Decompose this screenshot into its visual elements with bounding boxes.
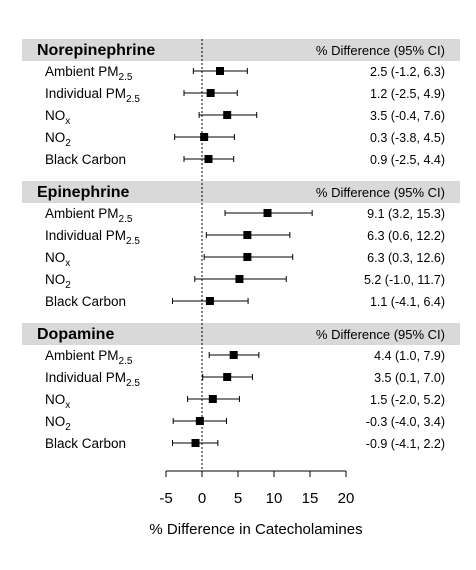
forest-row: Ambient PM2.5 2.5 (-1.2, 6.3) bbox=[45, 64, 445, 83]
estimate-value-label: 0.9 (-2.5, 4.4) bbox=[370, 153, 445, 167]
ci-column-header: % Difference (95% CI) bbox=[316, 185, 445, 200]
estimate-value-label: 1.5 (-2.0, 5.2) bbox=[370, 393, 445, 407]
x-tick-label: -5 bbox=[159, 490, 172, 507]
panel-dopamine: Dopamine % Difference (95% CI) Ambient PM2… bbox=[22, 323, 460, 451]
estimate-value-label: 2.5 (-1.2, 6.3) bbox=[370, 65, 445, 79]
estimate-value-label: 1.1 (-4.1, 6.4) bbox=[370, 295, 445, 309]
estimate-value-label: 1.2 (-2.5, 4.9) bbox=[370, 87, 445, 101]
point-estimate bbox=[195, 417, 204, 425]
estimate-value-label: 0.3 (-3.8, 4.5) bbox=[370, 131, 445, 145]
x-axis-title: % Difference in Catecholamines bbox=[149, 521, 362, 538]
point-estimate bbox=[243, 231, 252, 239]
panel-header-band bbox=[22, 323, 460, 345]
estimate-value-label: -0.3 (-4.0, 3.4) bbox=[366, 415, 445, 429]
point-estimate bbox=[263, 209, 272, 217]
x-tick-label: 10 bbox=[266, 490, 283, 507]
point-estimate bbox=[191, 439, 200, 447]
panel-norepinephrine: Norepinephrine % Difference (95% CI) Ambie… bbox=[22, 39, 460, 167]
forest-row: Ambient PM2.5 9.1 (3.2, 15.3) bbox=[45, 206, 445, 225]
point-estimate bbox=[223, 373, 232, 381]
point-estimate bbox=[223, 111, 232, 119]
ci-column-header: % Difference (95% CI) bbox=[316, 43, 445, 58]
ci-column-header: % Difference (95% CI) bbox=[316, 327, 445, 342]
estimate-value-label: 6.3 (0.3, 12.6) bbox=[367, 251, 445, 265]
row-label: Black Carbon bbox=[45, 436, 126, 451]
row-label: Individual PM2.5 bbox=[45, 86, 140, 105]
estimate-value-label: 9.1 (3.2, 15.3) bbox=[367, 207, 445, 221]
forest-row: NO2 -0.3 (-4.0, 3.4) bbox=[45, 414, 445, 433]
x-tick-label: 0 bbox=[198, 490, 206, 507]
estimate-value-label: -0.9 (-4.1, 2.2) bbox=[366, 437, 445, 451]
forest-row: Black Carbon -0.9 (-4.1, 2.2) bbox=[45, 436, 445, 451]
forest-row: Individual PM2.5 3.5 (0.1, 7.0) bbox=[45, 370, 445, 389]
row-label: NO2 bbox=[45, 272, 71, 291]
forest-row: Ambient PM2.5 4.4 (1.0, 7.9) bbox=[45, 348, 445, 367]
row-label: Individual PM2.5 bbox=[45, 370, 140, 389]
point-estimate bbox=[243, 253, 252, 261]
forest-row: NOx 6.3 (0.3, 12.6) bbox=[45, 250, 445, 269]
x-tick-label: 5 bbox=[234, 490, 242, 507]
row-label: NOx bbox=[45, 108, 70, 127]
row-label: Ambient PM2.5 bbox=[45, 348, 133, 367]
row-label: Ambient PM2.5 bbox=[45, 206, 133, 225]
forest-row: NOx 3.5 (-0.4, 7.6) bbox=[45, 108, 445, 127]
estimate-value-label: 4.4 (1.0, 7.9) bbox=[374, 349, 445, 363]
estimate-value-label: 3.5 (-0.4, 7.6) bbox=[370, 109, 445, 123]
point-estimate bbox=[216, 67, 224, 75]
row-label: Black Carbon bbox=[45, 294, 126, 309]
forest-row: Black Carbon 1.1 (-4.1, 6.4) bbox=[45, 294, 445, 309]
estimate-value-label: 5.2 (-1.0, 11.7) bbox=[364, 273, 445, 287]
row-label: Black Carbon bbox=[45, 152, 126, 167]
panel-title: Epinephrine bbox=[37, 184, 130, 201]
point-estimate bbox=[204, 155, 213, 163]
row-label: NO2 bbox=[45, 130, 71, 149]
panel-header-band bbox=[22, 39, 460, 61]
estimate-value-label: 3.5 (0.1, 7.0) bbox=[374, 371, 445, 385]
forest-row: Black Carbon 0.9 (-2.5, 4.4) bbox=[45, 152, 445, 167]
x-axis: -5 0 5 10 15 20 % Difference in Catecholamines bbox=[149, 470, 363, 538]
point-estimate bbox=[229, 351, 238, 359]
panel-header-band bbox=[22, 181, 460, 203]
forest-row: Individual PM2.5 1.2 (-2.5, 4.9) bbox=[45, 86, 445, 105]
forest-row: Individual PM2.5 6.3 (0.6, 12.2) bbox=[45, 228, 445, 247]
row-label: NO2 bbox=[45, 414, 71, 433]
estimate-value-label: 6.3 (0.6, 12.2) bbox=[367, 229, 445, 243]
panel-title: Norepinephrine bbox=[37, 42, 155, 59]
panel-epinephrine: Epinephrine % Difference (95% CI) Ambient … bbox=[22, 181, 460, 309]
point-estimate bbox=[200, 133, 209, 141]
panel-title: Dopamine bbox=[37, 326, 114, 343]
x-tick-label: 15 bbox=[302, 490, 319, 507]
row-label: NOx bbox=[45, 392, 70, 411]
forest-row: NO2 5.2 (-1.0, 11.7) bbox=[45, 272, 445, 291]
row-label: Individual PM2.5 bbox=[45, 228, 140, 247]
row-label: Ambient PM2.5 bbox=[45, 64, 133, 83]
forest-row: NO2 0.3 (-3.8, 4.5) bbox=[45, 130, 445, 149]
point-estimate bbox=[205, 297, 214, 305]
row-label: NOx bbox=[45, 250, 70, 269]
point-estimate bbox=[235, 275, 244, 283]
x-tick-label: 20 bbox=[338, 490, 355, 507]
forest-row: NOx 1.5 (-2.0, 5.2) bbox=[45, 392, 445, 411]
point-estimate bbox=[206, 89, 215, 97]
point-estimate bbox=[208, 395, 217, 403]
